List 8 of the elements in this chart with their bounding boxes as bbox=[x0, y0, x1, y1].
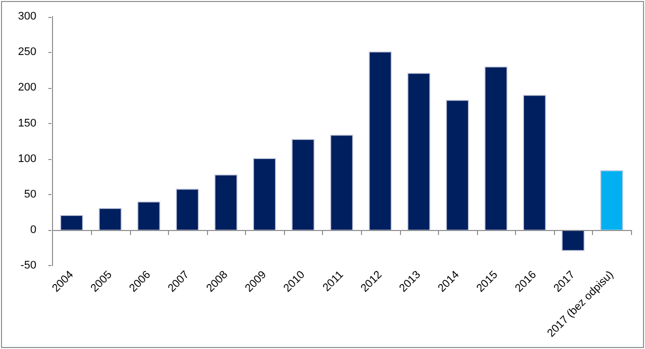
y-tick-label: 200 bbox=[18, 82, 36, 94]
y-tick-label: -50 bbox=[20, 259, 36, 272]
y-tick-label: 50 bbox=[24, 188, 36, 200]
y-tick-label: 250 bbox=[18, 46, 36, 58]
y-tick-label: 0 bbox=[30, 224, 36, 236]
y-tick-label: 100 bbox=[18, 152, 36, 165]
y-tick-label: 150 bbox=[18, 117, 36, 130]
y-tick-label: 300 bbox=[18, 10, 36, 23]
